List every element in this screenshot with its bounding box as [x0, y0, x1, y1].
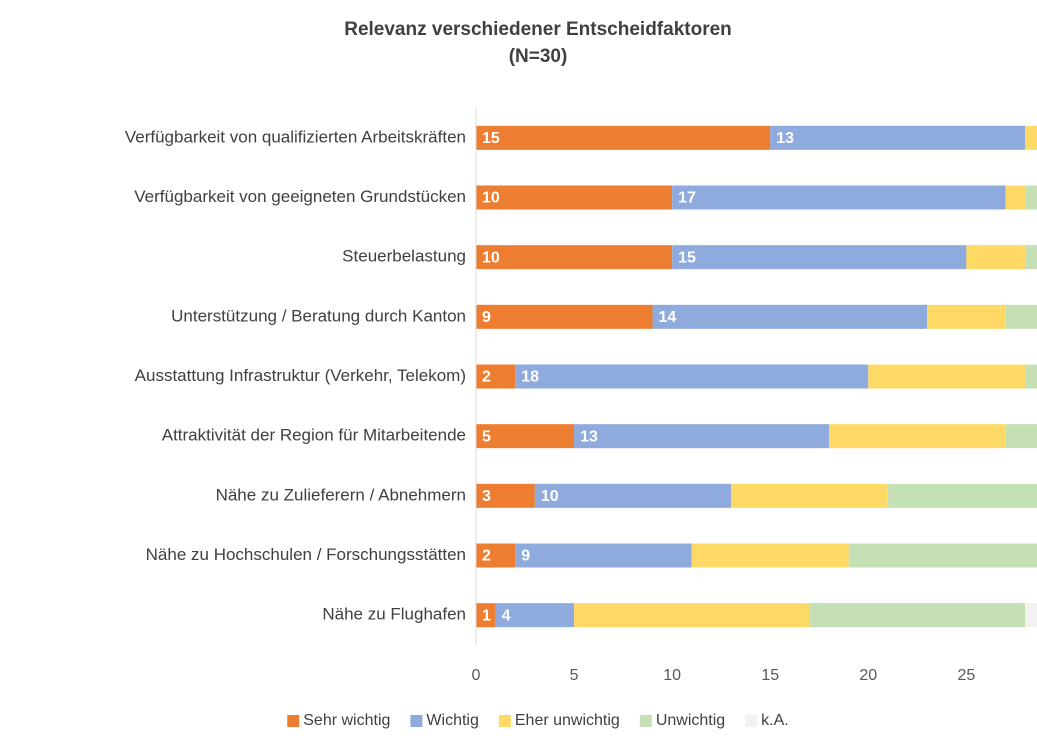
- bar-segment: [515, 543, 692, 568]
- data-label: 9: [521, 548, 530, 565]
- bar-segment: [672, 185, 1006, 210]
- bar-segment: [1025, 603, 1037, 628]
- y-tick-label: Ausstattung Infrastruktur (Verkehr, Tele…: [135, 366, 466, 385]
- bar-segment: [1005, 185, 1026, 210]
- y-tick-label: Unterstützung / Beratung durch Kanton: [171, 306, 466, 325]
- bar-segment: [534, 483, 731, 508]
- legend: Sehr wichtig Wichtig Eher unwichtig Unwicht…: [287, 712, 789, 729]
- bar-segment: [476, 424, 575, 449]
- y-tick-label: Attraktivität der Region für Mitarbeiten…: [162, 426, 466, 445]
- y-tick-label: Nähe zu Hochschulen / Forschungsstätten: [146, 545, 466, 564]
- bar-segment: [476, 185, 673, 210]
- bar-segment: [1025, 125, 1037, 150]
- bar-segment: [1005, 304, 1037, 329]
- y-tick-label: Verfügbarkeit von qualifizierten Arbeits…: [125, 127, 466, 146]
- legend-label: Eher unwichtig: [515, 712, 620, 729]
- data-label: 10: [541, 488, 559, 505]
- y-tick-label: Steuerbelastung: [342, 247, 466, 266]
- bar-segment: [1025, 364, 1037, 389]
- bar-segment: [476, 125, 771, 150]
- bar-segment: [731, 483, 888, 508]
- bar-segment: [652, 304, 928, 329]
- bar-segment: [809, 603, 1026, 628]
- chart-subtitle: (N=30): [509, 46, 568, 67]
- bar-segment: [476, 304, 653, 329]
- data-label: 17: [678, 190, 696, 207]
- legend-label: k.A.: [761, 712, 789, 729]
- data-label: 13: [580, 428, 598, 445]
- legend-swatch: [745, 715, 758, 727]
- plot: [476, 125, 1037, 628]
- legend-swatch: [498, 715, 511, 727]
- data-label: 14: [659, 309, 677, 326]
- x-tick-label: 15: [761, 667, 779, 684]
- legend-swatch: [287, 715, 300, 727]
- legend-swatch: [639, 715, 652, 727]
- bar-segment: [848, 543, 1037, 568]
- data-label: 18: [521, 369, 539, 386]
- data-label: 10: [482, 249, 500, 266]
- legend-label: Wichtig: [426, 712, 478, 729]
- data-label: 3: [482, 488, 491, 505]
- y-tick-label: Verfügbarkeit von geeigneten Grundstücke…: [134, 187, 466, 206]
- bar-segment: [476, 483, 535, 508]
- data-label: 4: [502, 607, 511, 624]
- bar-segment: [476, 603, 496, 628]
- legend-label: Sehr wichtig: [303, 712, 390, 729]
- x-tick-label: 0: [472, 667, 481, 684]
- data-label: 15: [482, 130, 500, 147]
- bar-segment: [887, 483, 1037, 508]
- y-tick-label: Nähe zu Zulieferern / Abnehmern: [216, 485, 466, 504]
- legend-label: Unwichtig: [656, 712, 725, 729]
- chart-title: Relevanz verschiedener Entscheidfaktoren: [344, 19, 732, 40]
- x-tick-label: 5: [570, 667, 579, 684]
- bar-segment: [495, 603, 575, 628]
- bar-segment: [966, 245, 1026, 270]
- data-label: 2: [482, 369, 491, 386]
- bar-segment: [927, 304, 1006, 329]
- bar-segment: [770, 125, 1026, 150]
- x-tick-label: 10: [663, 667, 681, 684]
- data-label: 1: [482, 607, 491, 624]
- bar-segment: [1025, 245, 1037, 270]
- data-label: 13: [776, 130, 794, 147]
- bar-segment: [1005, 424, 1037, 449]
- bar-segment: [574, 424, 830, 449]
- x-tick-label: 20: [859, 667, 877, 684]
- legend-swatch: [410, 715, 423, 727]
- bar-segment: [829, 424, 1006, 449]
- bar-segment: [476, 364, 516, 389]
- data-label: 10: [482, 190, 500, 207]
- bar-segment: [868, 364, 1026, 389]
- bar-segment: [672, 245, 967, 270]
- x-tick-label: 25: [957, 667, 975, 684]
- data-label: 5: [482, 428, 491, 445]
- data-label: 2: [482, 548, 491, 565]
- data-label: 15: [678, 249, 696, 266]
- bar-segment: [515, 364, 869, 389]
- y-tick-label: Nähe zu Flughafen: [322, 605, 466, 624]
- data-label: 9: [482, 309, 491, 326]
- bar-segment: [476, 543, 516, 568]
- bar-segment: [1025, 185, 1037, 210]
- bar-segment: [574, 603, 810, 628]
- bar-segment: [691, 543, 849, 568]
- bar-segment: [476, 245, 673, 270]
